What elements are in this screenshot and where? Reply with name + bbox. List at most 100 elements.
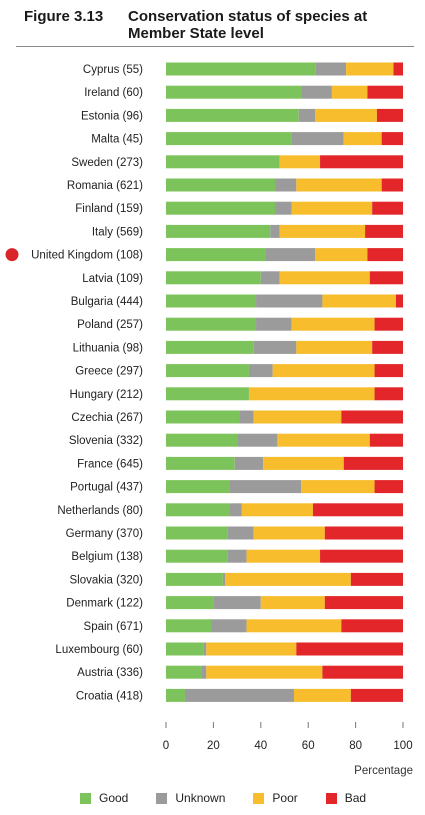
bar-good-segment: [166, 572, 223, 586]
bar-poor-segment: [206, 665, 323, 679]
x-tick-label: 40: [254, 740, 267, 752]
bar-unknown-segment: [203, 642, 207, 656]
bar-poor-segment: [277, 433, 370, 447]
legend-item-unknown: Unknown: [156, 791, 225, 805]
bar-good-segment: [166, 224, 271, 238]
legend-item-bad: Bad: [325, 791, 367, 805]
category-label: Czechia (267): [71, 412, 143, 424]
bar-good-segment: [166, 201, 276, 215]
bar-unknown-segment: [291, 132, 344, 146]
bar-poor-segment: [225, 572, 351, 586]
bar-bad-segment: [374, 317, 403, 331]
bar-bad-segment: [343, 456, 403, 470]
bar-bad-segment: [367, 248, 403, 262]
category-label: Finland (159): [75, 203, 143, 215]
legend-swatch: [156, 792, 168, 804]
bar-bad-segment: [296, 642, 403, 656]
bar-poor-segment: [293, 688, 351, 702]
bar-unknown-segment: [315, 62, 347, 76]
bar-bad-segment: [324, 596, 403, 610]
category-label: Austria (336): [77, 667, 143, 679]
bar-good-segment: [166, 271, 261, 285]
x-tick-label: 0: [163, 740, 169, 752]
highlight-marker: [5, 248, 19, 262]
bar-unknown-segment: [211, 619, 247, 633]
bar-unknown-segment: [253, 340, 297, 354]
bar-bad-segment: [374, 480, 403, 494]
legend-swatch: [253, 792, 265, 804]
category-label: Denmark (122): [66, 598, 143, 610]
chart-legend: Good Unknown Poor Bad: [80, 788, 394, 808]
legend-label: Bad: [344, 791, 367, 805]
bar-good-segment: [166, 642, 204, 656]
bar-unknown-segment: [201, 665, 207, 679]
bar-poor-segment: [260, 596, 325, 610]
bar-poor-segment: [315, 248, 368, 262]
bar-good-segment: [166, 410, 240, 424]
bar-unknown-segment: [275, 201, 292, 215]
bar-bad-segment: [376, 108, 403, 122]
category-label: Ireland (60): [84, 87, 143, 99]
figure-number: Figure 3.13: [24, 8, 104, 25]
category-label: Slovakia (320): [69, 574, 143, 586]
bar-poor-segment: [296, 340, 373, 354]
bar-good-segment: [166, 364, 249, 378]
category-label: United Kingdom (108): [31, 250, 143, 262]
bar-bad-segment: [320, 549, 403, 563]
bar-bad-segment: [381, 178, 403, 192]
bar-bad-segment: [393, 62, 403, 76]
bar-bad-segment: [350, 572, 403, 586]
category-label: Portugal (437): [70, 482, 143, 494]
bar-unknown-segment: [301, 85, 332, 99]
legend-label: Poor: [272, 791, 298, 805]
bar-good-segment: [166, 619, 212, 633]
bar-unknown-segment: [213, 596, 261, 610]
bar-poor-segment: [331, 85, 368, 99]
bar-good-segment: [166, 596, 214, 610]
bar-poor-segment: [291, 317, 375, 331]
category-label: Cyprus (55): [83, 64, 143, 76]
bar-bad-segment: [350, 688, 403, 702]
bar-poor-segment: [253, 526, 325, 540]
bar-bad-segment: [312, 503, 403, 517]
bar-good-segment: [166, 549, 228, 563]
bar-bad-segment: [381, 132, 403, 146]
bar-unknown-segment: [237, 433, 278, 447]
bar-poor-segment: [253, 410, 342, 424]
bar-unknown-segment: [270, 224, 280, 238]
bar-poor-segment: [279, 224, 366, 238]
bar-poor-segment: [279, 155, 321, 169]
bar-bad-segment: [341, 619, 403, 633]
x-tick-label: 60: [302, 740, 315, 752]
bar-bad-segment: [374, 364, 403, 378]
x-tick-label: 80: [349, 740, 362, 752]
bar-poor-segment: [322, 294, 396, 308]
legend-item-poor: Poor: [253, 791, 298, 805]
bar-good-segment: [166, 62, 316, 76]
bar-poor-segment: [263, 456, 344, 470]
bar-unknown-segment: [256, 317, 292, 331]
legend-label: Unknown: [175, 791, 226, 805]
category-label: Malta (45): [91, 134, 143, 146]
bar-bad-segment: [395, 294, 403, 308]
bar-good-segment: [166, 85, 302, 99]
bar-unknown-segment: [275, 178, 297, 192]
bar-bad-segment: [372, 201, 403, 215]
stacked-bar-chart: Cyprus (55) Ireland (60) Estonia (96) Malta…: [5, 62, 413, 777]
bar-bad-segment: [372, 340, 403, 354]
bar-poor-segment: [279, 271, 370, 285]
bar-poor-segment: [291, 201, 373, 215]
category-label: Greece (297): [75, 366, 143, 378]
bar-bad-segment: [374, 387, 403, 401]
bar-poor-segment: [315, 108, 377, 122]
bar-poor-segment: [206, 642, 297, 656]
category-label: Lithuania (98): [73, 342, 143, 354]
bar-good-segment: [166, 387, 249, 401]
bar-good-segment: [166, 248, 266, 262]
bar-poor-segment: [246, 619, 342, 633]
bar-poor-segment: [346, 62, 394, 76]
bar-good-segment: [166, 178, 276, 192]
category-label: Bulgaria (444): [71, 296, 143, 308]
bar-unknown-segment: [229, 480, 302, 494]
category-label: Spain (671): [84, 621, 144, 633]
